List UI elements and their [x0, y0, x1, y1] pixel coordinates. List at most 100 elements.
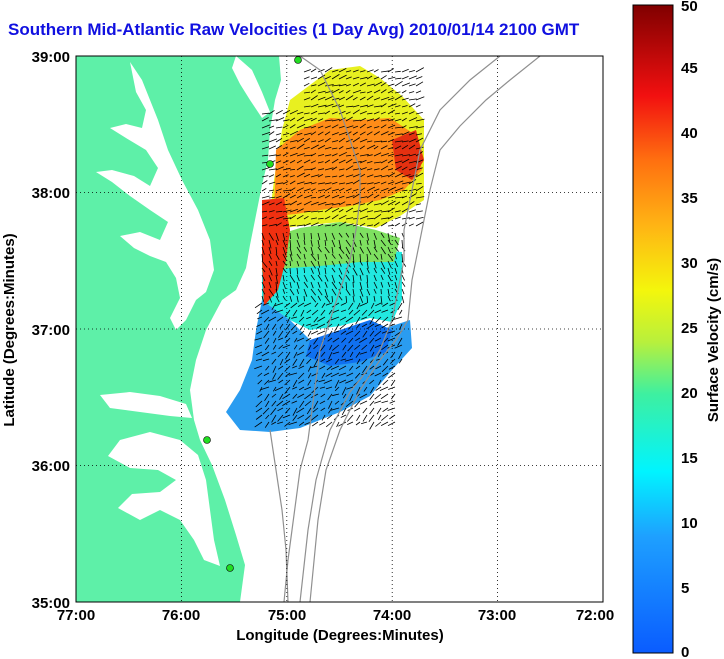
- velocity-arrow: [303, 132, 312, 136]
- velocity-arrow: [261, 274, 266, 282]
- velocity-arrow: [307, 372, 312, 379]
- velocity-arrow: [255, 344, 263, 348]
- velocity-arrow: [341, 337, 347, 343]
- velocity-arrow: [292, 414, 298, 422]
- velocity-arrow: [275, 126, 283, 129]
- velocity-arrow: [289, 180, 296, 185]
- velocity-arrow: [310, 267, 314, 274]
- velocity-arrow: [373, 213, 382, 220]
- velocity-arrow: [338, 239, 342, 249]
- velocity-arrow: [268, 379, 277, 383]
- velocity-arrow: [310, 110, 318, 115]
- colorbar-tick-label: 40: [681, 125, 698, 142]
- velocity-arrow: [387, 253, 394, 261]
- velocity-arrow: [345, 316, 354, 323]
- velocity-arrow: [303, 91, 311, 94]
- velocity-arrow: [387, 295, 391, 302]
- velocity-arrow: [344, 358, 354, 362]
- velocity-arrow: [387, 267, 391, 275]
- velocity-arrow: [361, 358, 368, 365]
- velocity-arrow: [292, 379, 298, 388]
- velocity-arrow: [279, 323, 284, 329]
- velocity-arrow: [304, 393, 312, 400]
- velocity-arrow: [366, 95, 374, 101]
- velocity-arrow: [261, 224, 268, 227]
- velocity-arrow: [279, 393, 284, 400]
- velocity-arrow: [368, 414, 375, 422]
- velocity-arrow: [296, 208, 304, 213]
- velocity-arrow: [387, 124, 396, 129]
- velocity-arrow: [352, 253, 355, 263]
- velocity-arrow: [359, 187, 366, 192]
- velocity-arrow: [366, 323, 375, 330]
- velocity-arrow: [394, 105, 401, 108]
- velocity-arrow: [366, 161, 373, 164]
- velocity-arrow: [394, 172, 403, 178]
- velocity-arrow: [317, 194, 325, 199]
- velocity-arrow: [353, 309, 361, 316]
- velocity-arrow: [331, 207, 340, 213]
- velocity-arrow: [324, 96, 334, 101]
- velocity-arrow: [366, 224, 374, 227]
- velocity-arrow: [324, 176, 331, 178]
- velocity-arrow: [359, 117, 366, 122]
- velocity-arrow: [277, 365, 284, 370]
- velocity-arrow: [310, 281, 314, 289]
- velocity-arrow: [297, 393, 305, 398]
- velocity-arrow: [282, 181, 289, 185]
- velocity-arrow: [338, 201, 346, 206]
- velocity-arrow: [338, 246, 345, 254]
- velocity-arrow: [311, 309, 319, 316]
- velocity-arrow: [261, 146, 270, 150]
- velocity-arrow: [263, 330, 270, 339]
- velocity-arrow: [387, 239, 392, 246]
- velocity-region-orange: [274, 118, 422, 216]
- velocity-arrow: [317, 210, 324, 213]
- velocity-arrow: [265, 400, 270, 408]
- velocity-arrow: [374, 337, 382, 342]
- velocity-arrow: [324, 195, 331, 199]
- velocity-arrow: [289, 109, 298, 115]
- velocity-arrow: [310, 393, 319, 399]
- velocity-arrow: [390, 351, 396, 359]
- velocity-arrow: [331, 132, 339, 136]
- velocity-arrow: [331, 166, 338, 171]
- velocity-arrow: [282, 288, 286, 294]
- velocity-arrow: [257, 372, 263, 377]
- velocity-arrow: [415, 67, 424, 73]
- velocity-arrow: [255, 358, 263, 361]
- velocity-arrow: [380, 145, 388, 150]
- velocity-arrow: [369, 421, 375, 430]
- velocity-arrow: [338, 117, 346, 122]
- velocity-arrow: [394, 196, 404, 199]
- velocity-arrow: [394, 201, 401, 206]
- velocity-arrow: [338, 96, 345, 101]
- velocity-arrow: [264, 379, 270, 385]
- velocity-arrow: [296, 123, 306, 129]
- velocity-arrow: [303, 281, 309, 288]
- velocity-arrow: [415, 172, 424, 178]
- velocity-arrow: [373, 210, 382, 213]
- velocity-arrow: [362, 365, 368, 374]
- velocity-arrow: [261, 260, 268, 268]
- velocity-arrow: [338, 372, 347, 376]
- velocity-arrow: [254, 365, 263, 370]
- velocity-arrow: [320, 351, 326, 357]
- velocity-arrow: [387, 83, 395, 87]
- velocity-arrow: [275, 288, 279, 298]
- velocity-arrow: [345, 207, 354, 213]
- velocity-arrow: [303, 302, 312, 307]
- velocity-arrow: [306, 358, 312, 365]
- velocity-arrow: [359, 145, 366, 150]
- velocity-arrow: [317, 69, 325, 73]
- velocity-arrow: [366, 83, 375, 87]
- velocity-arrow: [368, 309, 375, 317]
- velocity-arrow: [401, 281, 406, 287]
- velocity-arrow: [336, 421, 340, 428]
- velocity-arrow: [401, 288, 405, 295]
- velocity-arrow: [331, 84, 341, 87]
- velocity-arrow: [352, 193, 360, 199]
- colorbar-tick-label: 10: [681, 515, 698, 532]
- velocity-arrow: [310, 152, 317, 157]
- velocity-arrow: [268, 131, 275, 136]
